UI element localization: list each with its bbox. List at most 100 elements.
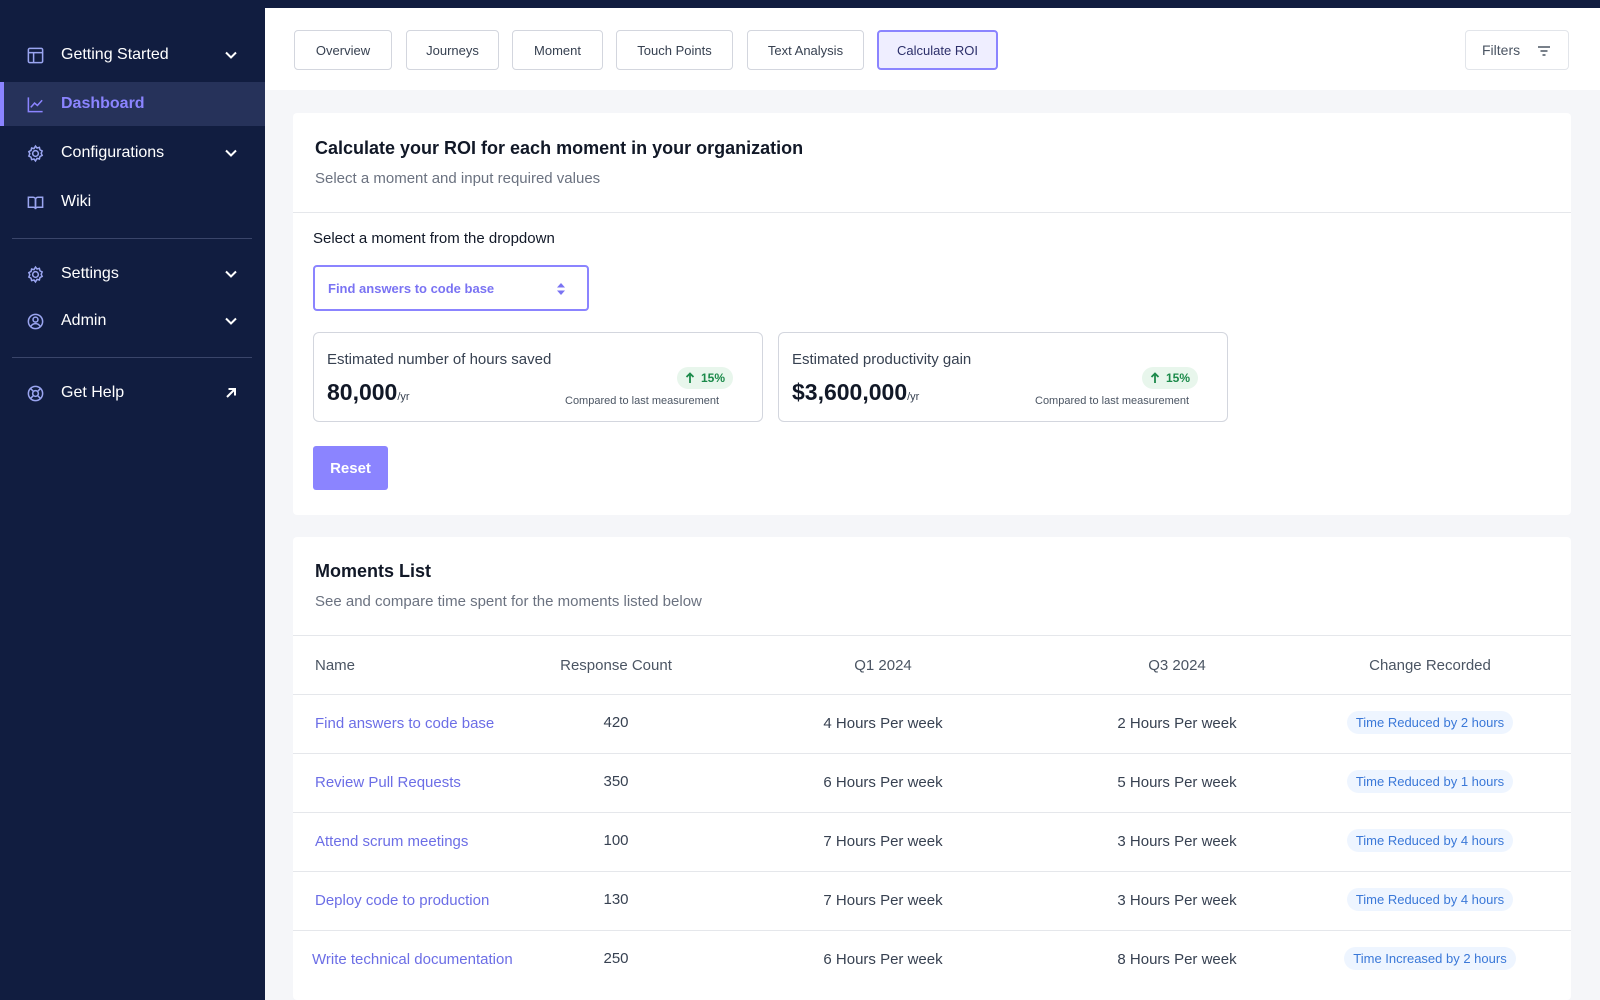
column-header-response-count[interactable]: Response Count [560, 657, 672, 674]
moment-name-link[interactable]: Deploy code to production [315, 892, 490, 909]
roi-calculator-card: Calculate your ROI for each moment in yo… [293, 113, 1571, 515]
column-header-q3-2024[interactable]: Q3 2024 [1148, 657, 1206, 674]
sidebar: Getting Started Dashboard Configurations… [0, 0, 265, 1000]
change-badge: Time Reduced by 2 hours [1340, 710, 1520, 734]
sidebar-item-admin[interactable]: Admin [0, 299, 265, 343]
chart-line-icon [26, 95, 45, 114]
moment-name-link[interactable]: Find answers to code base [315, 715, 495, 732]
sidebar-item-label: Admin [61, 312, 107, 329]
roi-title: Calculate your ROI for each moment in yo… [315, 138, 804, 158]
metric-unit: /yr [397, 391, 410, 403]
moments-subtitle: See and compare time spent for the momen… [315, 593, 702, 610]
productivity-gain-metric: Estimated productivity gain $3,600,000/y… [778, 332, 1228, 422]
metric-label: Estimated number of hours saved [327, 351, 552, 368]
metric-value-number: $3,600,000 [792, 379, 908, 405]
table-row[interactable]: Find answers to code base 420 4 Hours Pe… [293, 694, 1571, 753]
metric-unit: /yr [907, 391, 920, 403]
table-row[interactable]: Attend scrum meetings 100 7 Hours Per we… [293, 812, 1571, 871]
sidebar-divider [12, 238, 252, 239]
layout-icon [26, 46, 45, 65]
sidebar-item-label: Get Help [61, 384, 125, 401]
chevron-down-icon[interactable] [224, 48, 238, 62]
metric-compare-text: Compared to last measurement [565, 395, 720, 407]
moment-name-link[interactable]: Attend scrum meetings [315, 833, 469, 850]
filter-icon [1538, 46, 1550, 56]
change-value: 15% [1166, 371, 1191, 385]
response-count: 420 [603, 714, 629, 731]
tab-overview[interactable]: Overview [294, 30, 392, 70]
table-row[interactable]: Write technical documentation 250 6 Hour… [293, 930, 1571, 989]
metric-value-number: 80,000 [327, 379, 398, 405]
sidebar-item-get-help[interactable]: Get Help [0, 371, 265, 415]
change-badge: 15% [677, 367, 734, 389]
sidebar-item-configurations[interactable]: Configurations [0, 131, 265, 175]
q3-value: 2 Hours Per week [1117, 715, 1237, 732]
filters-button[interactable]: Filters [1465, 30, 1569, 70]
q1-value: 6 Hours Per week [823, 951, 943, 968]
book-icon [26, 193, 45, 212]
reset-button[interactable]: Reset [313, 446, 388, 490]
chevron-down-icon[interactable] [224, 146, 238, 160]
q1-value: 6 Hours Per week [823, 774, 943, 791]
arrow-up-icon [1150, 372, 1160, 383]
tab-moment[interactable]: Moment [512, 30, 603, 70]
sidebar-item-label: Dashboard [61, 95, 145, 112]
hours-saved-metric: Estimated number of hours saved 80,000/y… [313, 332, 763, 422]
sidebar-divider [12, 357, 252, 358]
tab-touch-points[interactable]: Touch Points [616, 30, 733, 70]
table-row[interactable]: Review Pull Requests 350 6 Hours Per wee… [293, 753, 1571, 812]
sidebar-item-label: Settings [61, 265, 119, 282]
select-updown-icon [557, 283, 565, 295]
sidebar-item-label: Getting Started [61, 46, 169, 63]
roi-subtitle: Select a moment and input required value… [315, 170, 601, 187]
gear-icon [26, 144, 45, 163]
sidebar-item-getting-started[interactable]: Getting Started [0, 33, 265, 77]
q3-value: 3 Hours Per week [1117, 892, 1237, 909]
change-badge: Time Reduced by 1 hours [1340, 769, 1520, 793]
external-arrow-icon[interactable] [224, 386, 238, 400]
response-count: 100 [603, 832, 629, 849]
moment-select[interactable]: Find answers to code base [313, 265, 589, 311]
change-badge: 15% [1142, 367, 1199, 389]
column-header-q1-2024[interactable]: Q1 2024 [854, 657, 912, 674]
tab-journeys[interactable]: Journeys [406, 30, 499, 70]
moment-name-link[interactable]: Write technical documentation [312, 951, 513, 968]
metric-compare-text: Compared to last measurement [1035, 395, 1190, 407]
metric-value: $3,600,000/yr [792, 379, 919, 406]
moment-name-link[interactable]: Review Pull Requests [315, 774, 461, 791]
q1-value: 7 Hours Per week [823, 833, 943, 850]
response-count: 130 [603, 891, 629, 908]
change-value: 15% [701, 371, 726, 385]
divider [293, 635, 1571, 636]
top-tab-bar: Overview Journeys Moment Touch Points Te… [265, 0, 1600, 90]
tab-calculate-roi[interactable]: Calculate ROI [877, 30, 998, 70]
moments-list-card: Moments List See and compare time spent … [293, 537, 1571, 1000]
moments-title: Moments List [315, 561, 432, 581]
sidebar-item-label: Wiki [61, 193, 92, 210]
chevron-down-icon[interactable] [224, 267, 238, 281]
chevron-down-icon[interactable] [224, 314, 238, 328]
column-header-change-recorded[interactable]: Change Recorded [1369, 657, 1491, 674]
q3-value: 8 Hours Per week [1117, 951, 1237, 968]
sidebar-item-label: Configurations [61, 144, 165, 161]
table-row[interactable]: Deploy code to production 130 7 Hours Pe… [293, 871, 1571, 930]
tab-text-analysis[interactable]: Text Analysis [747, 30, 864, 70]
user-circle-icon [26, 312, 45, 331]
column-header-name[interactable]: Name [315, 657, 356, 674]
arrow-up-icon [685, 372, 695, 383]
filters-label: Filters [1482, 42, 1521, 58]
sidebar-item-settings[interactable]: Settings [0, 252, 265, 296]
response-count: 350 [603, 773, 629, 790]
divider [293, 212, 1571, 213]
help-lifebuoy-icon [26, 384, 45, 403]
q1-value: 7 Hours Per week [823, 892, 943, 909]
change-text: Time Reduced by 4 hours [1346, 887, 1514, 911]
sidebar-item-wiki[interactable]: Wiki [0, 180, 265, 224]
change-badge: Time Reduced by 4 hours [1340, 887, 1520, 911]
q3-value: 3 Hours Per week [1117, 833, 1237, 850]
q1-value: 4 Hours Per week [823, 715, 943, 732]
change-text: Time Increased by 2 hours [1344, 946, 1516, 970]
sidebar-item-dashboard[interactable]: Dashboard [0, 82, 265, 126]
moment-select-value: Find answers to code base [328, 280, 495, 296]
change-text: Time Reduced by 2 hours [1346, 710, 1514, 734]
